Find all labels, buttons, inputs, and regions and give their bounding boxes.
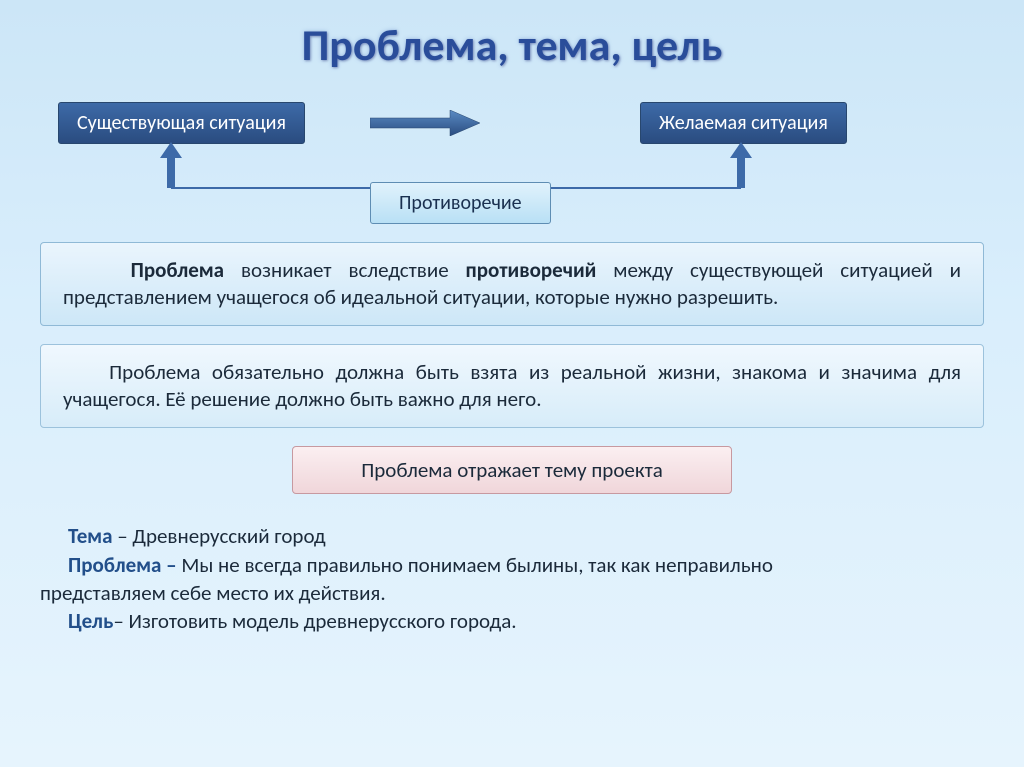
text: Проблема обязательно должна быть взята и… bbox=[63, 359, 961, 412]
text: возникает вследствие bbox=[224, 257, 466, 283]
text-bold: противоречий bbox=[466, 257, 597, 283]
node-existing-situation: Существующая ситуация bbox=[58, 102, 305, 144]
connector-line bbox=[171, 187, 370, 189]
arrow-up-icon bbox=[730, 142, 752, 188]
text: представляем себе место их действия. bbox=[40, 580, 386, 606]
text-bold: Проблема bbox=[131, 257, 224, 283]
term-problema: Проблема – bbox=[68, 552, 177, 578]
text: – Изготовить модель древнерусского город… bbox=[113, 608, 516, 634]
flow-diagram: Существующая ситуация Желаемая ситуация … bbox=[0, 102, 1024, 232]
term-cel: Цель bbox=[68, 608, 113, 634]
panel-problem-requirement: Проблема обязательно должна быть взята и… bbox=[40, 344, 984, 428]
panel-problem-definition: Проблема возникает вследствие противореч… bbox=[40, 242, 984, 326]
connector-line bbox=[536, 187, 741, 189]
term-tema: Тема bbox=[68, 523, 112, 549]
text: – Древнерусский город bbox=[112, 523, 325, 549]
text: Мы не всегда правильно понимаем былины, … bbox=[177, 552, 773, 578]
example-block: Тема – Древнерусский город Проблема – Мы… bbox=[40, 522, 984, 635]
arrow-up-icon bbox=[160, 142, 182, 188]
panel-problem-theme: Проблема отражает тему проекта bbox=[292, 446, 732, 495]
page-title: Проблема, тема, цель bbox=[0, 0, 1024, 102]
node-contradiction: Противоречие bbox=[370, 182, 551, 224]
node-desired-situation: Желаемая ситуация bbox=[640, 102, 847, 144]
arrow-right-icon bbox=[370, 110, 480, 136]
